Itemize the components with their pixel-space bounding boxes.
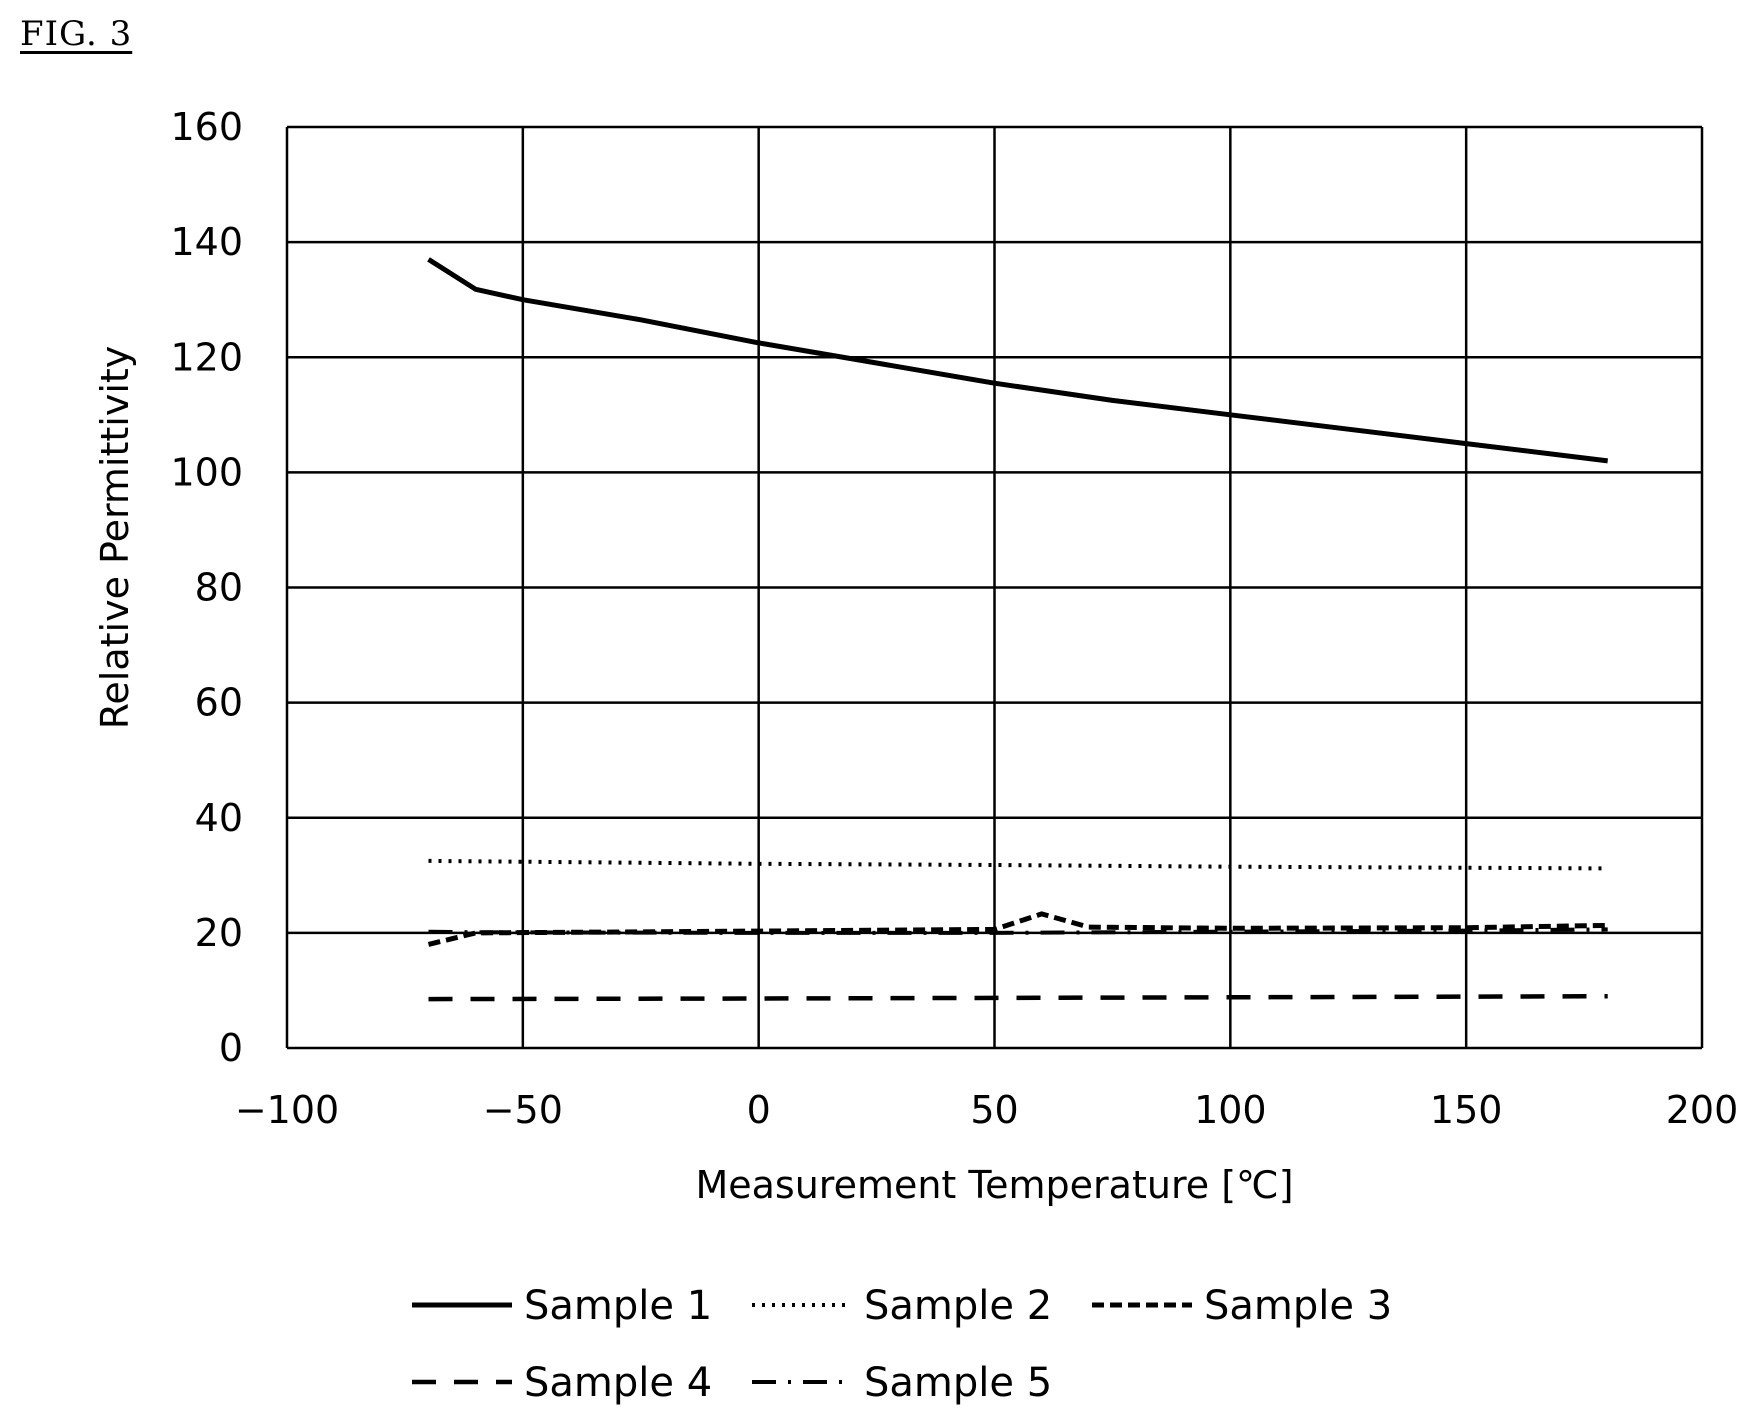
y-tick-label: 40 — [195, 796, 243, 840]
x-tick-label: 100 — [1194, 1088, 1267, 1132]
series-line-sample-5 — [428, 927, 1608, 935]
series-lines — [427, 257, 1609, 1002]
x-tick-label: −100 — [235, 1088, 339, 1132]
x-axis-title: Measurement Temperature [℃] — [695, 1163, 1293, 1207]
y-tick-label: 60 — [195, 681, 243, 725]
legend-label: Sample 4 — [524, 1360, 712, 1406]
figure-label: FIG. 3 — [20, 14, 133, 54]
y-tick-label: 100 — [170, 450, 243, 494]
x-tick-label: 0 — [747, 1088, 771, 1132]
x-tick-label: 50 — [970, 1088, 1018, 1132]
series-line-sample-4 — [428, 993, 1608, 1002]
x-tick-labels: −100 −50 0 50 100 150 200 — [235, 1088, 1738, 1132]
y-tick-label: 140 — [170, 220, 243, 264]
legend-label: Sample 2 — [864, 1283, 1052, 1329]
legend-label: Sample 1 — [524, 1283, 712, 1329]
y-tick-labels: 0 20 40 60 80 100 120 140 160 — [170, 105, 243, 1070]
legend: Sample 1 Sample 2 Sample 3 Sample 4 Sample 5 — [412, 1283, 1392, 1406]
y-tick-label: 80 — [195, 566, 243, 610]
y-tick-label: 120 — [170, 335, 243, 379]
y-tick-label: 0 — [219, 1026, 243, 1070]
y-tick-label: 160 — [170, 105, 243, 149]
series-line-sample-3 — [427, 911, 1608, 947]
grid-lines — [285, 125, 1704, 1050]
x-tick-label: −50 — [483, 1088, 563, 1132]
series-line-sample-2 — [428, 858, 1608, 871]
legend-label: Sample 5 — [864, 1360, 1052, 1406]
y-tick-label: 20 — [195, 911, 243, 955]
series-line-sample-1 — [427, 257, 1609, 464]
x-tick-label: 200 — [1666, 1088, 1739, 1132]
y-axis-title: Relative Permittivity — [93, 346, 137, 730]
x-tick-label: 150 — [1430, 1088, 1503, 1132]
legend-label: Sample 3 — [1204, 1283, 1392, 1329]
